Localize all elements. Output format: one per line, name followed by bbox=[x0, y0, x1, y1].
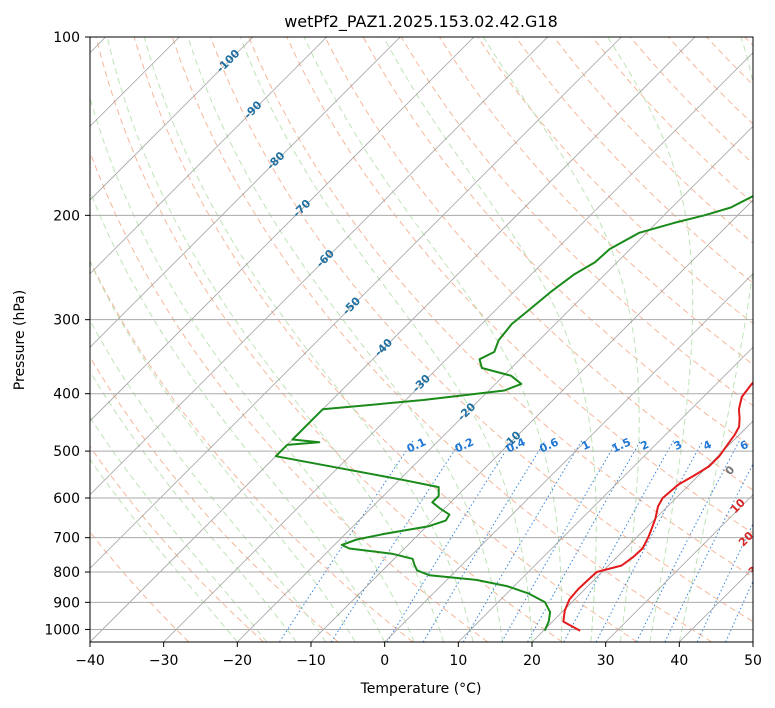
isotherm-line bbox=[90, 37, 475, 422]
dry-adiabat bbox=[171, 37, 712, 642]
mixing-ratio-line bbox=[462, 440, 583, 642]
x-tick-label: 10 bbox=[449, 653, 467, 669]
mixing-ratio-line bbox=[563, 440, 675, 642]
moist-adiabat bbox=[239, 37, 533, 642]
x-tick-label: 30 bbox=[597, 653, 615, 669]
x-tick-label: 20 bbox=[523, 653, 541, 669]
moist-adiabat bbox=[90, 458, 238, 642]
mixing-ratio-line bbox=[501, 440, 618, 642]
moist-adiabat bbox=[383, 37, 597, 642]
x-tick-label: −20 bbox=[223, 653, 253, 669]
moist-adiabat bbox=[303, 37, 563, 642]
isotherm-line bbox=[90, 37, 254, 201]
plot-area: -100-90-80-70-60-50-40-30-20-100.1 0.2 0.4… bbox=[90, 37, 766, 642]
dry-adiabat bbox=[90, 445, 264, 642]
y-tick-label: 500 bbox=[53, 444, 80, 460]
x-tick-label: −30 bbox=[149, 653, 179, 669]
moist-adiabat bbox=[482, 37, 640, 642]
isotherm-line bbox=[90, 37, 327, 275]
moist-adiabat bbox=[678, 37, 753, 642]
dewpoint-line bbox=[274, 194, 753, 632]
x-tick-label: 50 bbox=[744, 653, 762, 669]
isotherm-line bbox=[90, 37, 622, 569]
dry-adiabat bbox=[95, 37, 563, 642]
dry-adiabat bbox=[90, 259, 414, 642]
dry-adiabat bbox=[90, 356, 339, 642]
moist-adiabat bbox=[90, 96, 415, 642]
mixing-ratio-line bbox=[278, 440, 414, 642]
y-tick-label: 900 bbox=[53, 595, 80, 611]
y-tick-label: 1000 bbox=[44, 622, 80, 638]
plot-frame bbox=[89, 36, 754, 643]
y-tick-label: 700 bbox=[53, 531, 80, 547]
isotherm-line bbox=[384, 273, 753, 642]
x-axis-title: Temperature (°C) bbox=[360, 681, 482, 697]
moist-adiabat bbox=[90, 370, 297, 642]
y-tick-label: 800 bbox=[53, 565, 80, 581]
mixing-ratio-line bbox=[386, 440, 513, 642]
isotherm-line bbox=[90, 37, 401, 348]
mixing-ratio-line bbox=[330, 440, 462, 642]
x-tick-label: −40 bbox=[75, 653, 105, 669]
temperature-line bbox=[562, 381, 753, 632]
moist-adiabat bbox=[187, 37, 503, 642]
isotherm-line bbox=[310, 199, 753, 642]
dry-adiabat bbox=[210, 37, 753, 623]
moist-adiabat bbox=[106, 37, 445, 642]
isotherm-line bbox=[605, 494, 753, 642]
y-tick-label: 400 bbox=[53, 387, 80, 403]
y-tick-label: 600 bbox=[53, 491, 80, 507]
background-lines bbox=[90, 37, 753, 642]
moist-adiabat bbox=[143, 37, 474, 642]
dry-adiabat bbox=[324, 37, 753, 491]
y-tick-label: 300 bbox=[53, 313, 80, 329]
moist-adiabat bbox=[90, 260, 356, 642]
isotherm-line bbox=[90, 37, 548, 496]
moist-adiabat bbox=[90, 416, 268, 642]
x-tick-label: 40 bbox=[670, 653, 688, 669]
isotherm-line bbox=[458, 346, 753, 642]
x-tick-label: 0 bbox=[380, 653, 389, 669]
moist-adiabat bbox=[607, 37, 694, 642]
dry-adiabat bbox=[515, 37, 753, 284]
isotherm-line bbox=[163, 52, 753, 642]
y-axis: 100 200 300 400 500 600 700 800 900 1000 bbox=[44, 30, 90, 638]
isotherm-line bbox=[237, 125, 753, 642]
isotherm-line bbox=[90, 37, 696, 642]
y-tick-label: 200 bbox=[53, 208, 80, 224]
moist-adiabat bbox=[90, 319, 327, 642]
dry-adiabat bbox=[248, 37, 753, 578]
x-tick-label: −10 bbox=[296, 653, 326, 669]
y-axis-title: Pressure (hPa) bbox=[12, 290, 28, 390]
moist-adiabat-label: 30 bbox=[746, 558, 766, 578]
mixing-ratio-line bbox=[664, 463, 753, 642]
x-axis: −40 −30 −20 −10 0 10 20 30 40 50 bbox=[75, 642, 762, 669]
mixing-ratio-line bbox=[422, 440, 546, 642]
y-tick-label: 100 bbox=[53, 30, 80, 46]
dry-adiabat bbox=[286, 37, 753, 534]
series-layer bbox=[274, 194, 753, 632]
isotherm-line bbox=[531, 420, 753, 642]
moist-adiabat bbox=[90, 189, 386, 642]
chart-title: wetPf2_PAZ1.2025.153.02.42.G18 bbox=[284, 12, 558, 32]
